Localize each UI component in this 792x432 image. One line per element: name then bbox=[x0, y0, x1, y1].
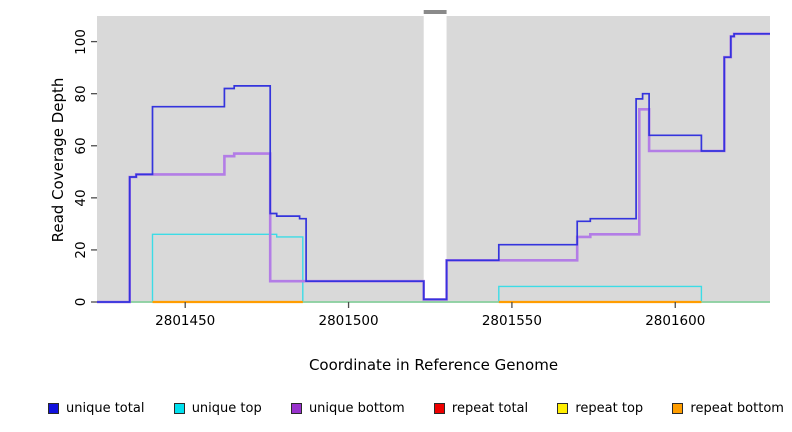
y-tick-label: 20 bbox=[73, 241, 89, 259]
legend-item: repeat bottom bbox=[672, 401, 784, 416]
legend-item-label: unique bottom bbox=[308, 400, 405, 416]
y-tick-label: 100 bbox=[73, 28, 89, 55]
y-tick-label: 40 bbox=[73, 189, 89, 207]
legend-item-label: unique top bbox=[191, 400, 262, 416]
legend-swatch-icon bbox=[173, 402, 185, 414]
unique-total-line bbox=[97, 32, 770, 303]
legend-swatch-icon bbox=[48, 402, 59, 414]
legend-item-label: repeat total bbox=[451, 400, 529, 416]
x-tick-label: 2801450 bbox=[155, 313, 216, 329]
legend-swatch-icon bbox=[433, 402, 445, 414]
legend-item: unique top bbox=[173, 400, 262, 416]
legend-swatch-icon bbox=[557, 402, 569, 414]
legend-item: unique total bbox=[48, 401, 144, 416]
y-tick-label: 80 bbox=[73, 85, 89, 103]
y-tick-label: 0 bbox=[73, 297, 89, 307]
legend-item: repeat total bbox=[433, 400, 529, 416]
x-tick-label: 2801600 bbox=[645, 313, 706, 329]
x-axis-title: Coordinate in Reference Genome bbox=[308, 356, 559, 374]
y-axis-title: Read Coverage Depth bbox=[49, 77, 67, 243]
x-tick-label: 2801500 bbox=[318, 313, 379, 329]
legend-swatch-icon bbox=[672, 402, 684, 414]
legend: unique total unique top unique bottom re… bbox=[48, 398, 784, 418]
unique-top-line bbox=[97, 233, 770, 303]
legend-item-label: repeat bottom bbox=[690, 400, 784, 416]
y-tick-label: 60 bbox=[73, 137, 89, 155]
legend-item-label: unique total bbox=[66, 400, 145, 416]
legend-item-label: repeat top bbox=[575, 400, 644, 416]
x-tick-label: 2801550 bbox=[481, 313, 542, 329]
legend-item: unique bottom bbox=[290, 400, 405, 416]
legend-item: repeat top bbox=[557, 401, 643, 416]
gap-band bbox=[423, 10, 447, 300]
legend-swatch-icon bbox=[290, 402, 302, 414]
gap-band-cap bbox=[423, 10, 447, 14]
